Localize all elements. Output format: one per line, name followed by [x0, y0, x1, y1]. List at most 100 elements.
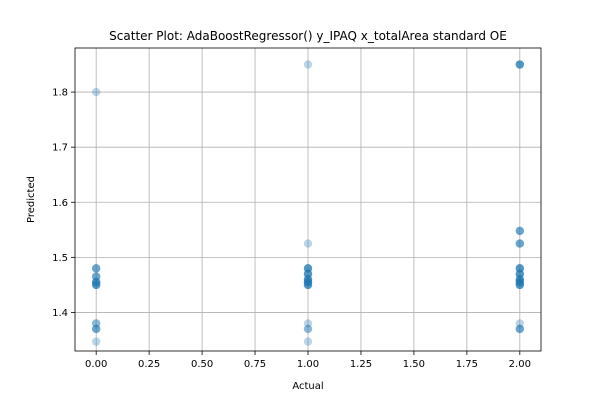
scatter-point: [515, 60, 525, 69]
scatter-point: [515, 280, 525, 290]
scatter-point: [303, 275, 313, 284]
scatter-point: [515, 277, 525, 287]
x-tick-label: 1.75: [456, 359, 478, 370]
scatter-point: [515, 226, 525, 236]
scatter-point: [91, 277, 101, 287]
scatter-point: [515, 275, 525, 284]
scatter-point: [303, 269, 313, 279]
scatter-point: [515, 60, 525, 69]
scatter-point: [515, 226, 525, 236]
scatter-points: [91, 60, 525, 346]
y-tick-label: 1.4: [52, 308, 68, 319]
y-axis-ticks: 1.4 1.5 1.6 1.7 1.8: [52, 88, 75, 319]
scatter-point: [515, 269, 525, 279]
y-axis-label: Predicted: [26, 176, 37, 223]
scatter-point: [515, 60, 525, 69]
scatter-point: [303, 280, 313, 290]
x-tick-label: 1.25: [350, 359, 372, 370]
scatter-point: [303, 264, 313, 273]
scatter-point: [303, 280, 313, 290]
scatter-point: [515, 324, 525, 334]
scatter-point: [515, 264, 525, 273]
scatter-point: [91, 272, 101, 281]
scatter-point: [91, 337, 101, 346]
y-tick-label: 1.6: [52, 198, 68, 209]
scatter-point: [303, 60, 313, 69]
scatter-point: [91, 324, 101, 334]
scatter-point: [515, 60, 525, 69]
scatter-point: [515, 277, 525, 287]
grid: [75, 48, 541, 351]
scatter-point: [515, 269, 525, 279]
scatter-point: [91, 319, 101, 328]
scatter-point: [303, 275, 313, 284]
scatter-point: [91, 277, 101, 287]
scatter-point: [515, 280, 525, 290]
scatter-point: [515, 319, 525, 328]
scatter-point: [303, 269, 313, 279]
scatter-point: [303, 239, 313, 248]
scatter-point: [303, 264, 313, 273]
scatter-point: [303, 277, 313, 287]
scatter-point: [91, 324, 101, 334]
scatter-point: [515, 239, 525, 248]
scatter-point: [303, 280, 313, 290]
scatter-point: [303, 319, 313, 328]
scatter-point: [303, 337, 313, 346]
scatter-point: [303, 277, 313, 287]
scatter-point: [515, 280, 525, 290]
scatter-point: [515, 277, 525, 287]
scatter-point: [515, 275, 525, 284]
y-tick-label: 1.8: [52, 88, 68, 99]
x-tick-label: 0.25: [138, 359, 160, 370]
scatter-point: [91, 264, 101, 273]
x-axis-label: Actual: [292, 381, 323, 392]
y-tick-label: 1.5: [52, 253, 68, 264]
scatter-point: [91, 277, 101, 287]
scatter-point: [303, 324, 313, 334]
x-tick-label: 0.50: [191, 359, 213, 370]
scatter-point: [91, 87, 101, 97]
scatter-point: [303, 269, 313, 279]
scatter-point: [515, 275, 525, 284]
x-tick-label: 1.50: [403, 359, 425, 370]
scatter-point: [303, 269, 313, 279]
scatter-point: [91, 280, 101, 290]
scatter-point: [515, 269, 525, 279]
scatter-point: [515, 239, 525, 248]
scatter-point: [91, 277, 101, 287]
scatter-point: [303, 264, 313, 273]
scatter-point: [515, 277, 525, 287]
scatter-point: [91, 272, 101, 281]
scatter-point: [515, 264, 525, 273]
scatter-point: [303, 275, 313, 284]
scatter-point: [515, 269, 525, 279]
scatter-point: [303, 280, 313, 290]
x-tick-label: 1.00: [297, 359, 319, 370]
scatter-point: [91, 324, 101, 334]
scatter-point: [303, 277, 313, 287]
scatter-point: [515, 264, 525, 273]
scatter-point: [91, 319, 101, 328]
x-tick-label: 0.75: [244, 359, 266, 370]
x-axis-ticks: 0.00 0.25 0.50 0.75 1.00 1.25 1.50 1.75 2.00: [85, 351, 531, 370]
x-tick-label: 0.00: [85, 359, 107, 370]
scatter-point: [91, 264, 101, 273]
y-tick-label: 1.7: [52, 143, 68, 154]
scatter-point: [91, 280, 101, 290]
scatter-point: [303, 277, 313, 287]
scatter-point: [91, 272, 101, 281]
scatter-point: [91, 280, 101, 290]
scatter-point: [515, 239, 525, 248]
scatter-point: [515, 324, 525, 334]
scatter-point: [515, 280, 525, 290]
scatter-point: [91, 264, 101, 273]
scatter-point: [515, 324, 525, 334]
scatter-point: [303, 275, 313, 284]
chart-title: Scatter Plot: AdaBoostRegressor() y_IPAQ…: [109, 29, 507, 43]
scatter-point: [515, 264, 525, 273]
scatter-point: [303, 264, 313, 273]
scatter-point: [515, 275, 525, 284]
